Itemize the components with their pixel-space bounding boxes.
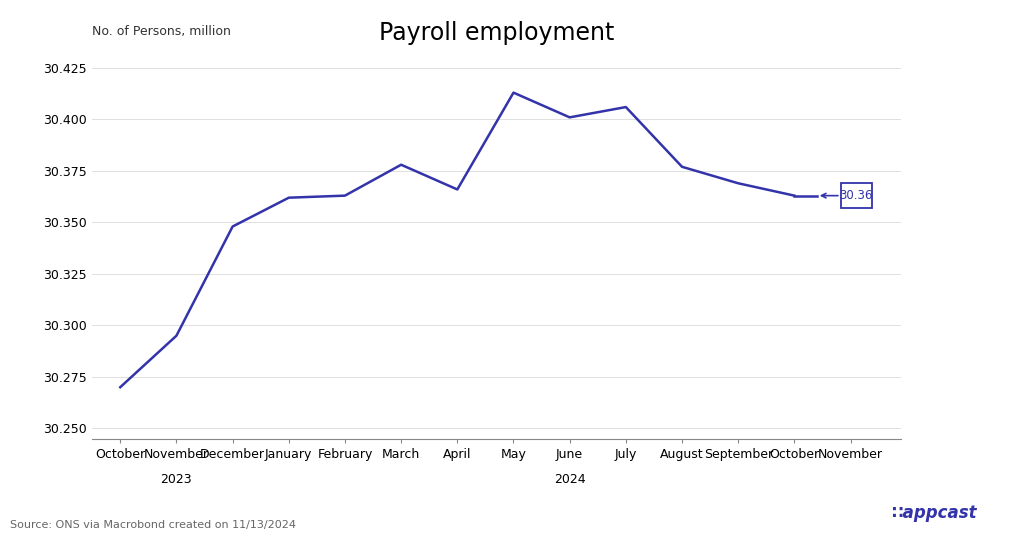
Text: 2023: 2023 [161,473,193,486]
Text: 2024: 2024 [554,473,586,486]
Text: ∷appcast: ∷appcast [891,503,977,522]
Text: Source: ONS via Macrobond created on 11/13/2024: Source: ONS via Macrobond created on 11/… [10,519,296,530]
FancyBboxPatch shape [841,184,871,208]
Title: Payroll employment: Payroll employment [379,21,614,44]
Text: 30.36: 30.36 [840,189,872,202]
Text: No. of Persons, million: No. of Persons, million [92,25,231,38]
